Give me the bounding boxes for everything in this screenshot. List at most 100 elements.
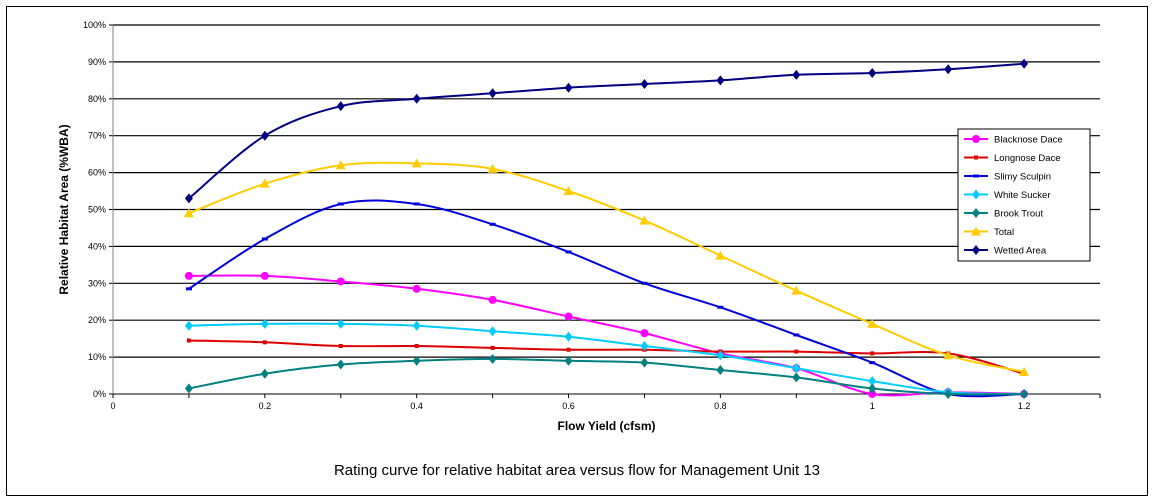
data-point-total	[791, 285, 802, 295]
data-point-wetted-area	[944, 64, 953, 75]
data-point-longnose-dace	[186, 338, 191, 343]
legend-label-total: Total	[994, 227, 1014, 238]
data-point-brook-trout	[260, 368, 269, 379]
data-point-white-sucker	[488, 326, 497, 337]
line-chart: 0% 10% 20% 30% 40% 50% 60% 70% 80% 90% 100% 0 0.2 0.4…	[57, 20, 1101, 433]
data-point-longnose-dace	[414, 344, 419, 349]
legend-marker-wetted-area	[972, 245, 980, 255]
series-brook-trout	[184, 353, 1029, 399]
data-point-wetted-area	[640, 79, 649, 90]
data-point-brook-trout	[792, 372, 801, 383]
data-point-white-sucker	[184, 320, 193, 331]
data-point-longnose-dace	[338, 344, 343, 349]
data-point-white-sucker	[412, 320, 421, 331]
data-point-white-sucker	[868, 376, 877, 387]
legend-marker-blacknose-dace	[972, 135, 980, 143]
data-point-longnose-dace	[490, 345, 495, 350]
legend-label-longnose-dace: Longnose Dace	[994, 153, 1061, 164]
y-tick-label: 80%	[88, 94, 106, 104]
legend-label-white-sucker: White Sucker	[994, 190, 1051, 201]
data-point-brook-trout	[1020, 389, 1029, 399]
data-point-brook-trout	[716, 365, 725, 376]
x-tick-label: 0.6	[562, 401, 575, 411]
data-point-white-sucker	[716, 350, 725, 361]
data-point-slimy-sculpin	[641, 281, 648, 285]
x-axis-title: Flow Yield (cfsm)	[557, 419, 655, 433]
y-axis-title: Relative Habitat Area (%WBA)	[57, 124, 71, 294]
data-point-wetted-area	[184, 193, 193, 204]
data-point-blacknose-dace	[868, 390, 877, 398]
series-line-slimy-sculpin	[188, 199, 1025, 398]
data-point-brook-trout	[640, 357, 649, 368]
x-tick-label: 0.4	[410, 401, 423, 411]
data-point-total	[1019, 366, 1030, 376]
data-point-total	[487, 163, 498, 173]
data-point-longnose-dace	[262, 340, 267, 345]
y-tick-label: 50%	[88, 205, 106, 215]
data-point-wetted-area	[1020, 58, 1029, 69]
data-point-slimy-sculpin	[489, 222, 496, 226]
data-point-slimy-sculpin	[185, 287, 192, 291]
y-tick-label: 20%	[88, 315, 106, 325]
data-point-brook-trout	[412, 355, 421, 366]
x-tick-label: 0.2	[259, 401, 272, 411]
legend-label-wetted-area: Wetted Area	[994, 246, 1047, 257]
data-point-total	[335, 160, 346, 170]
series-blacknose-dace	[184, 271, 1029, 398]
data-point-blacknose-dace	[260, 271, 269, 280]
legend-label-slimy-sculpin: Slimy Sculpin	[994, 172, 1051, 183]
series-white-sucker	[184, 318, 1029, 399]
legend-marker-white-sucker	[972, 189, 980, 200]
data-point-brook-trout	[944, 389, 953, 399]
data-point-slimy-sculpin	[337, 202, 344, 206]
legend-label-brook-trout: Brook Trout	[994, 209, 1043, 220]
data-point-brook-trout	[868, 383, 877, 394]
data-point-wetted-area	[260, 130, 269, 141]
series-line-blacknose-dace	[188, 274, 1025, 397]
x-tick-label: 1.2	[1018, 401, 1031, 411]
data-point-white-sucker	[260, 318, 269, 329]
data-point-white-sucker	[564, 331, 573, 342]
data-point-white-sucker	[792, 363, 801, 374]
data-point-slimy-sculpin	[793, 333, 800, 337]
legend-marker-brook-trout	[972, 208, 980, 218]
series-line-wetted-area	[188, 62, 1025, 200]
data-point-longnose-dace	[794, 349, 799, 354]
y-tick-label: 70%	[88, 131, 106, 141]
data-point-wetted-area	[412, 93, 421, 104]
data-point-total	[563, 186, 574, 196]
legend-marker-longnose-dace	[974, 155, 978, 160]
legend-marker-total	[971, 226, 981, 236]
legend-label-blacknose-dace: Blacknose Dace	[994, 135, 1063, 146]
series-total	[183, 158, 1030, 376]
data-point-blacknose-dace	[336, 277, 345, 286]
data-point-blacknose-dace	[412, 284, 421, 293]
data-point-total	[715, 250, 726, 260]
data-point-blacknose-dace	[184, 271, 193, 280]
data-point-blacknose-dace	[640, 329, 649, 338]
data-point-total	[259, 178, 270, 188]
x-tick-label: 0.8	[714, 401, 727, 411]
data-point-brook-trout	[336, 359, 345, 370]
y-tick-label: 60%	[88, 168, 106, 178]
y-tick-label: 100%	[83, 20, 106, 30]
data-point-slimy-sculpin	[717, 305, 724, 309]
y-tick-label: 10%	[88, 352, 106, 362]
data-point-total	[943, 350, 954, 360]
data-point-longnose-dace	[870, 351, 875, 356]
data-point-wetted-area	[716, 75, 725, 86]
series-wetted-area	[184, 58, 1029, 204]
data-point-wetted-area	[868, 67, 877, 78]
y-tick-label: 40%	[88, 241, 106, 251]
data-point-blacknose-dace	[488, 295, 497, 304]
data-point-wetted-area	[336, 101, 345, 112]
data-point-slimy-sculpin	[869, 361, 876, 365]
data-point-total	[639, 215, 650, 225]
data-point-total	[183, 208, 194, 218]
data-point-total	[411, 158, 422, 168]
data-point-slimy-sculpin	[261, 237, 268, 241]
data-point-wetted-area	[792, 69, 801, 80]
series-line-longnose-dace	[188, 339, 1025, 375]
data-point-wetted-area	[564, 82, 573, 93]
data-point-wetted-area	[488, 88, 497, 99]
